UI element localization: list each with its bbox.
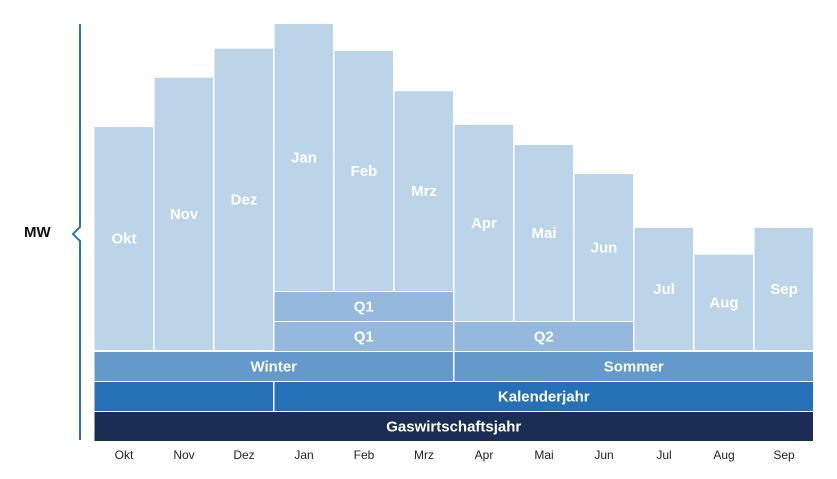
bar-label-sep: Sep bbox=[770, 281, 798, 298]
bar-apr bbox=[454, 124, 513, 321]
bar-label-jul: Jul bbox=[653, 281, 675, 298]
band-label-season-winter: Winter bbox=[250, 359, 297, 376]
bar-label-feb: Feb bbox=[351, 163, 378, 180]
y-axis-label: MW bbox=[24, 224, 51, 241]
x-tick-mai: Mai bbox=[534, 448, 553, 462]
bar-jan bbox=[274, 24, 333, 291]
bar-mai bbox=[514, 144, 573, 321]
band-gas-year bbox=[94, 412, 813, 441]
band-season-sommer bbox=[454, 352, 813, 381]
x-tick-jul: Jul bbox=[656, 448, 671, 462]
bar-label-mrz: Mrz bbox=[411, 183, 437, 200]
y-axis-line bbox=[71, 24, 81, 440]
x-tick-aug: Aug bbox=[713, 448, 734, 462]
bar-label-mai: Mai bbox=[531, 225, 556, 242]
band-calendar-year bbox=[274, 382, 813, 411]
band-season-winter bbox=[94, 352, 453, 381]
band-label-quarter-q2: Q2 bbox=[534, 329, 554, 346]
x-tick-nov: Nov bbox=[173, 448, 194, 462]
bar-jun bbox=[574, 174, 633, 321]
bar-nov bbox=[154, 77, 213, 351]
x-tick-feb: Feb bbox=[354, 448, 375, 462]
band-calendar-prev bbox=[94, 382, 273, 411]
x-tick-okt: Okt bbox=[115, 448, 134, 462]
band-label-monthly-q1: Q1 bbox=[354, 299, 374, 316]
bar-aug bbox=[694, 254, 753, 350]
x-tick-dez: Dez bbox=[233, 448, 254, 462]
x-tick-jan: Jan bbox=[294, 448, 313, 462]
bar-label-aug: Aug bbox=[709, 294, 738, 311]
bar-mrz bbox=[394, 91, 453, 292]
band-quarter-q1 bbox=[274, 322, 453, 351]
x-tick-jun: Jun bbox=[594, 448, 613, 462]
x-tick-apr: Apr bbox=[475, 448, 494, 462]
band-quarter-q2 bbox=[454, 322, 633, 351]
bar-label-jun: Jun bbox=[591, 240, 618, 257]
band-label-gas-year: Gaswirtschaftsjahr bbox=[386, 419, 521, 436]
x-tick-sep: Sep bbox=[773, 448, 795, 462]
band-label-calendar-year: Kalenderjahr bbox=[498, 389, 590, 406]
x-tick-mrz: Mrz bbox=[414, 448, 434, 462]
bar-okt bbox=[94, 127, 153, 350]
bar-jul bbox=[634, 227, 693, 350]
bar-label-apr: Apr bbox=[471, 215, 497, 232]
bar-label-okt: Okt bbox=[111, 231, 136, 248]
band-label-quarter-q1: Q1 bbox=[354, 329, 374, 346]
bar-feb bbox=[334, 50, 393, 292]
bar-dez bbox=[214, 48, 273, 350]
bar-sep bbox=[754, 227, 813, 350]
band-monthly-q1 bbox=[274, 292, 453, 321]
bar-label-dez: Dez bbox=[231, 191, 258, 208]
bar-label-jan: Jan bbox=[291, 150, 317, 167]
band-label-season-sommer: Sommer bbox=[604, 359, 664, 376]
bar-label-nov: Nov bbox=[170, 206, 199, 223]
